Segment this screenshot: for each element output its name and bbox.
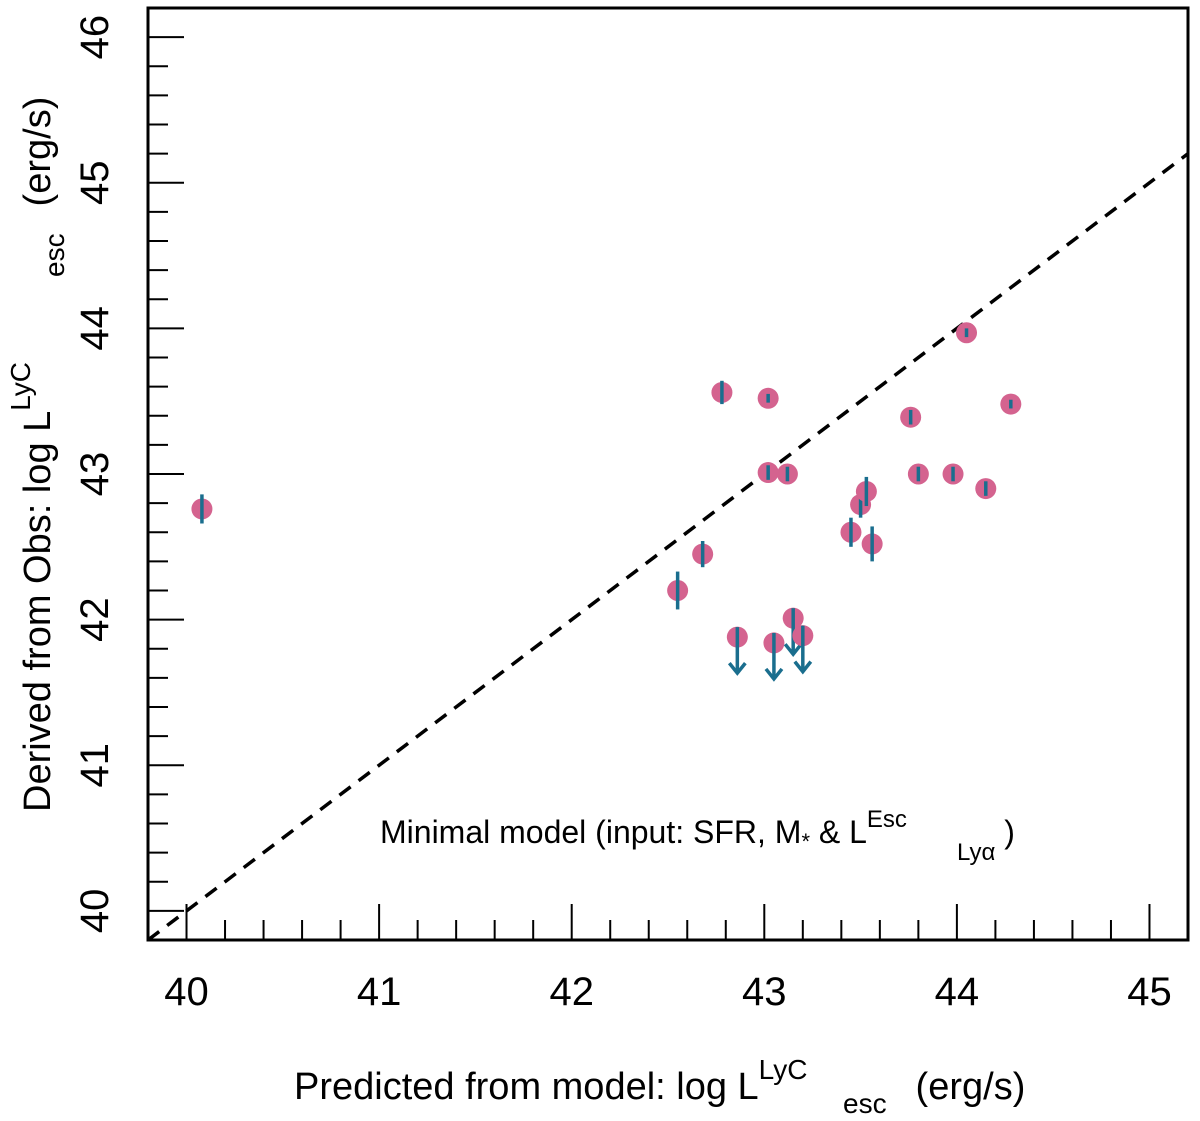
upper-limit-arrow xyxy=(764,667,784,682)
y-label-prefix: Derived from Obs: log L xyxy=(17,411,59,812)
model-annotation: Minimal model (input: SFR, M* & LEscLyα … xyxy=(380,806,1015,866)
annotation-sup: Esc xyxy=(867,806,907,833)
upper-limit-arrow xyxy=(727,662,747,676)
y-label-sup: LyC xyxy=(5,362,36,411)
y-tick-label: 41 xyxy=(73,743,117,788)
data-points xyxy=(191,322,1022,682)
x-label-sup: LyC xyxy=(759,1054,808,1085)
y-label-suffix: (erg/s) xyxy=(17,97,59,217)
y-tick-label: 44 xyxy=(73,306,117,351)
annotation-sub: Lyα xyxy=(957,839,995,866)
x-tick-label: 45 xyxy=(1127,970,1172,1014)
axes-ticks: 40 41 42 43 44 45 40 41 42 43 44 45 46 xyxy=(73,7,1189,1014)
x-label-suffix: (erg/s) xyxy=(905,1066,1025,1108)
plot-frame xyxy=(146,6,1190,942)
y-label-sub: esc xyxy=(39,233,70,277)
annotation-mid: & L xyxy=(810,814,867,850)
y-tick-label: 43 xyxy=(73,452,117,497)
annotation-prefix: Minimal model (input: SFR, M xyxy=(380,814,801,850)
x-tick-label: 42 xyxy=(549,970,594,1014)
y-tick-label: 40 xyxy=(73,889,117,934)
y-tick-label: 42 xyxy=(73,597,117,642)
y-axis-label: Derived from Obs: log LLyC esc (erg/s) xyxy=(5,97,70,812)
x-axis-label: Predicted from model: log LLyC esc (erg/s… xyxy=(294,1054,1025,1119)
annotation-mass-sub: * xyxy=(801,829,810,854)
y-tick-label: 46 xyxy=(73,15,117,60)
annotation-suffix: ) xyxy=(995,814,1015,850)
x-tick-label: 41 xyxy=(357,970,402,1014)
x-tick-label: 44 xyxy=(935,970,980,1014)
x-tick-label: 43 xyxy=(742,970,787,1014)
x-label-prefix: Predicted from model: log L xyxy=(294,1066,759,1108)
upper-limit-arrow xyxy=(793,660,813,675)
one-to-one-dashed-line xyxy=(146,152,1190,942)
x-tick-label: 40 xyxy=(164,970,209,1014)
x-label-sub: esc xyxy=(843,1088,887,1119)
upper-limit-arrow xyxy=(783,643,803,657)
y-tick-label: 45 xyxy=(73,161,117,206)
